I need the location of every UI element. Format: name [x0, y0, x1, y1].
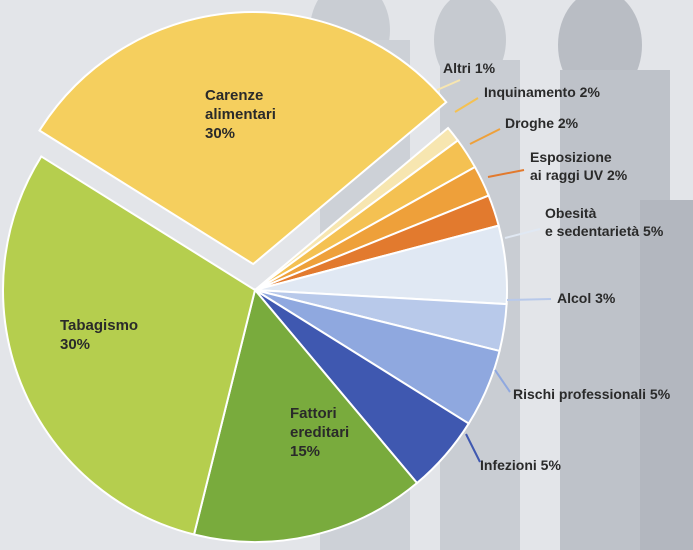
slice-label: Carenze alimentari 30%: [205, 87, 276, 142]
slice-label-line: Infezioni 5%: [480, 457, 561, 473]
leader-line: [469, 128, 501, 145]
slice-label: Infezioni 5%: [480, 457, 561, 473]
leader-line: [506, 298, 552, 301]
leader-line: [465, 433, 481, 463]
slice-label: Rischi professionali 5%: [513, 386, 671, 402]
slice-label-line: e sedentarietà 5%: [545, 223, 664, 239]
pie-slice-carenze-alimentari: [38, 11, 448, 266]
slice-label-line: alimentari: [205, 106, 276, 123]
slice-label-line: Rischi professionali 5%: [513, 386, 671, 402]
slice-label-line: 30%: [60, 336, 90, 353]
slice-label-line: 15%: [290, 443, 320, 460]
slice-label-line: 30%: [205, 125, 235, 142]
slice-label-line: Inquinamento 2%: [484, 84, 600, 100]
slice-label-line: ereditari: [290, 424, 349, 441]
slice-label: Droghe 2%: [505, 115, 579, 131]
slice-labels: Carenze alimentari 30% Altri 1% Inquinamento…: [60, 60, 671, 473]
slice-label: Altri 1%: [443, 60, 496, 76]
leader-line: [494, 369, 511, 393]
slice-label: Tabagismo 30%: [60, 317, 138, 353]
slice-label-line: ai raggi UV 2%: [530, 167, 628, 183]
slice-label: Esposizione ai raggi UV 2%: [530, 149, 628, 183]
slice-label: Fattori ereditari 15%: [290, 405, 349, 460]
slice-label-line: Tabagismo: [60, 317, 138, 334]
slice-label-line: Alcol 3%: [557, 290, 616, 306]
pie-slice-fattori-ereditari: [192, 287, 419, 543]
leader-lines: [436, 79, 552, 463]
slice-label: Inquinamento 2%: [484, 84, 600, 100]
leader-line: [454, 97, 479, 113]
leader-line: [436, 79, 461, 91]
pie-slice-tabagismo: [2, 155, 257, 536]
slice-label: Obesità e sedentarietà 5%: [545, 205, 664, 239]
slice-label-line: Droghe 2%: [505, 115, 579, 131]
slice-label-line: Carenze: [205, 87, 263, 104]
slice-label-line: Altri 1%: [443, 60, 496, 76]
slice-label-line: Esposizione: [530, 149, 612, 165]
pie-slices: [2, 11, 508, 543]
slice-label-line: Obesità: [545, 205, 597, 221]
slice-label: Alcol 3%: [557, 290, 616, 306]
leader-line: [504, 228, 541, 239]
leader-line: [487, 169, 525, 178]
slice-label-line: Fattori: [290, 405, 337, 422]
